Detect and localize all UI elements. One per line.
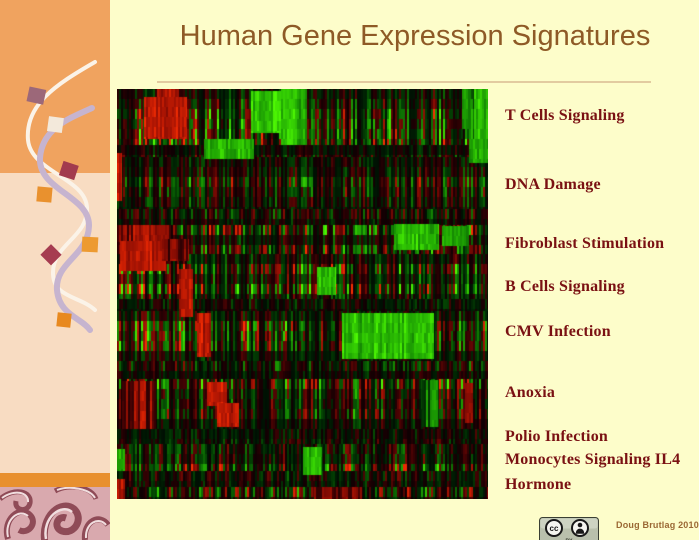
- title-underline: [157, 81, 651, 83]
- dna-helix-icon: [25, 60, 99, 333]
- signature-label: Fibroblast Stimulation: [505, 235, 665, 252]
- swirl-pattern-icon: [0, 487, 110, 540]
- signature-label: CMV Infection: [505, 323, 611, 340]
- sidebar-orange-bar: [0, 473, 110, 487]
- signature-label: Hormone: [505, 476, 572, 493]
- signature-label: Monocytes Signaling IL4: [505, 451, 681, 468]
- sidebar-decoration: [0, 0, 110, 540]
- by-letters: BY: [566, 539, 574, 540]
- cc-license-badge: cc BY: [539, 517, 599, 540]
- signature-label: T Cells Signaling: [505, 107, 625, 124]
- signature-label: Anoxia: [505, 384, 556, 401]
- signature-label: B Cells Signaling: [505, 278, 625, 295]
- slide-title: Human Gene Expression Signatures: [179, 20, 651, 52]
- cc-logo-icon: [545, 519, 563, 537]
- cc-letters: cc: [550, 524, 559, 533]
- signature-label: Polio Infection: [505, 428, 608, 445]
- credit-text: Doug Brutlag 2010: [616, 520, 699, 530]
- signature-labels: T Cells Signaling DNA Damage Fibroblast St…: [505, 0, 699, 540]
- heatmap-canvas: [117, 89, 488, 499]
- signature-label: DNA Damage: [505, 176, 601, 193]
